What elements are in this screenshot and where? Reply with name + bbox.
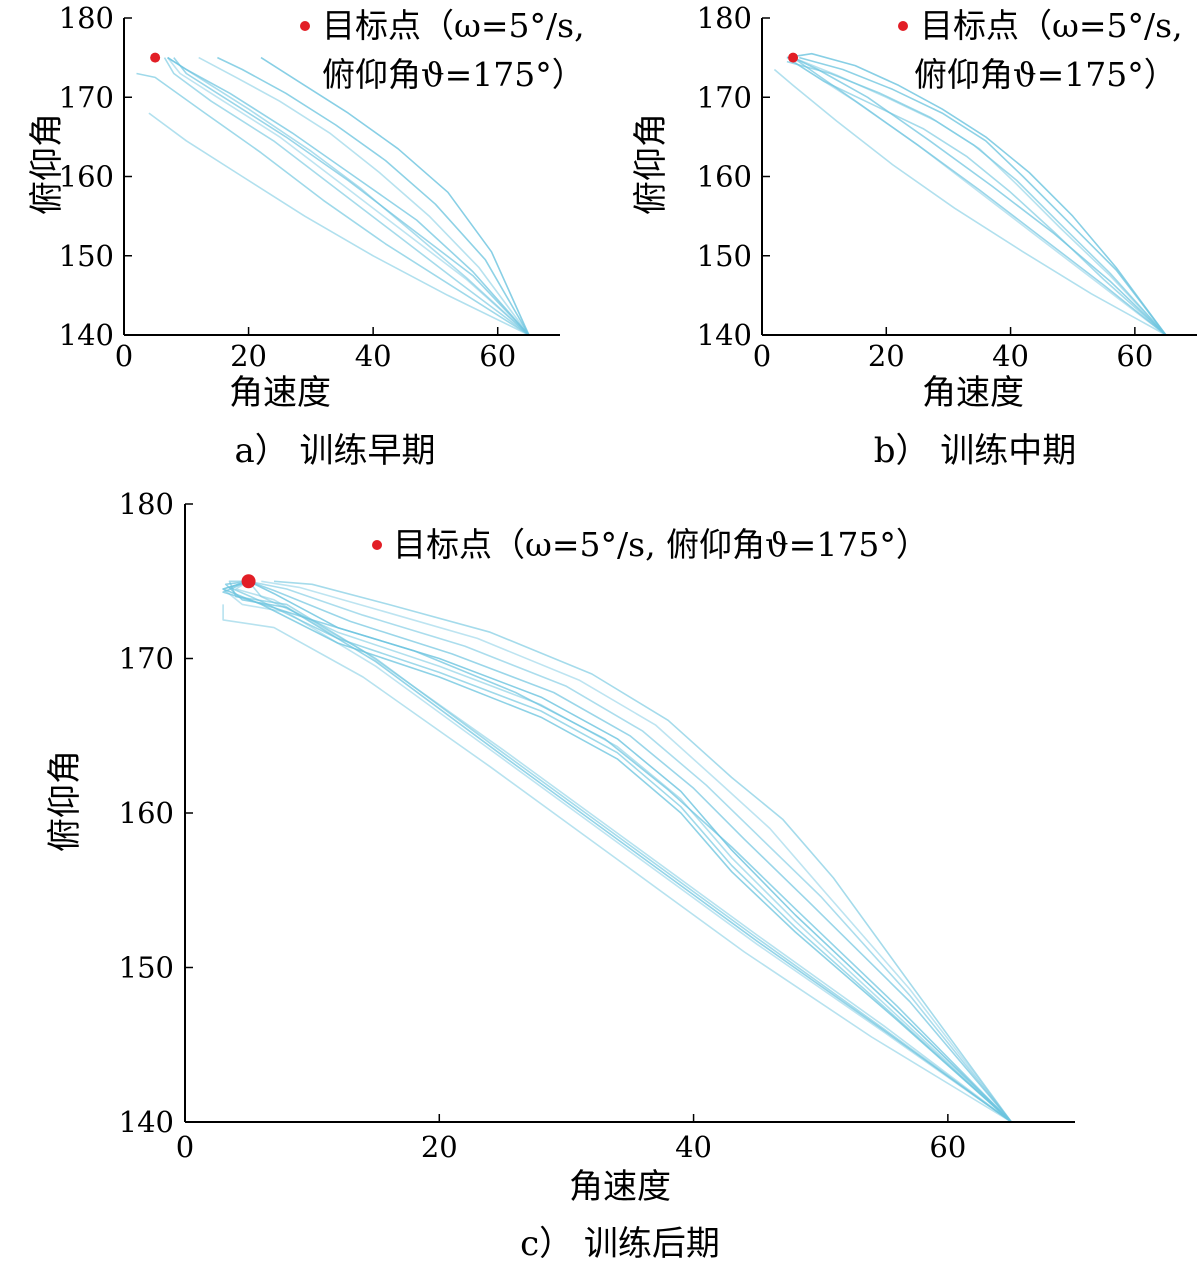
y-tick-label: 180 [697, 1, 752, 35]
target-point-marker [788, 52, 799, 63]
panel-caption: c） 训练后期 [520, 1224, 720, 1262]
x-tick-label: 40 [992, 339, 1029, 373]
trajectory-line [799, 56, 1167, 336]
x-tick-label: 20 [421, 1130, 458, 1164]
panel-caption: b） 训练中期 [874, 431, 1077, 471]
y-axis-title: 俯仰角 [45, 750, 85, 852]
trajectory-line [248, 580, 1013, 1123]
y-tick-label: 140 [59, 318, 114, 352]
trajectory-line [235, 580, 1012, 1123]
legend-marker [898, 21, 908, 31]
x-axis-title: 角速度 [922, 373, 1024, 413]
x-tick-label: 20 [230, 339, 267, 373]
trajectory-line [792, 60, 1167, 336]
x-tick-label: 60 [1116, 339, 1153, 373]
x-axis-title: 角速度 [569, 1167, 671, 1207]
y-tick-label: 160 [119, 796, 174, 830]
y-axis-title: 俯仰角 [27, 113, 67, 215]
trajectory-line [167, 56, 530, 336]
trajectory-line [148, 112, 530, 336]
x-tick-label: 20 [868, 339, 905, 373]
target-point-marker [241, 574, 256, 589]
trajectory-line [173, 57, 530, 336]
trajectory-line [222, 604, 1012, 1123]
legend-marker [372, 540, 382, 550]
y-tick-label: 140 [119, 1105, 174, 1139]
trajectory-line [228, 580, 1012, 1123]
x-tick-label: 0 [753, 339, 771, 373]
trajectory-line [248, 580, 1013, 1123]
trajectory-line [217, 56, 530, 336]
trajectory-line [166, 57, 530, 336]
trajectory-line [786, 60, 1167, 336]
y-axis-title: 俯仰角 [631, 113, 671, 215]
trajectory-line [773, 68, 1167, 336]
y-tick-label: 140 [697, 318, 752, 352]
trajectory-series-c [222, 580, 1013, 1123]
y-tick-label: 160 [697, 160, 752, 194]
trajectory-line [786, 56, 1167, 336]
legend-label-line-2: 俯仰角ϑ=175°） [322, 55, 585, 94]
x-tick-label: 40 [355, 339, 392, 373]
y-tick-label: 150 [59, 239, 114, 273]
trajectory-series-a [136, 56, 530, 336]
legend-label: 目标点（ω=5°/s, 俯仰角ϑ=175°） [393, 525, 929, 564]
legend-label-line-2: 俯仰角ϑ=175°） [914, 55, 1177, 94]
trajectory-line [792, 56, 1167, 336]
trajectory-line [273, 580, 1013, 1123]
y-tick-label: 150 [119, 951, 174, 985]
y-tick-label: 170 [697, 80, 752, 114]
panel-caption: a） 训练早期 [234, 431, 435, 471]
trajectory-line [222, 580, 1012, 1123]
trajectory-line [163, 57, 530, 336]
trajectory-line [786, 52, 1167, 336]
x-tick-label: 60 [479, 339, 516, 373]
trajectory-line [228, 580, 1012, 1123]
trajectory-series-b [773, 52, 1167, 336]
y-tick-label: 160 [59, 160, 114, 194]
legend-marker [300, 21, 310, 31]
trajectory-line [198, 56, 530, 336]
y-tick-label: 170 [119, 642, 174, 676]
trajectory-line [261, 580, 1013, 1123]
trajectory-line [792, 56, 1167, 336]
x-tick-label: 0 [176, 1130, 194, 1164]
trajectory-line [792, 56, 1167, 336]
trajectory-line [224, 580, 1012, 1123]
y-tick-label: 150 [697, 239, 752, 273]
x-tick-label: 40 [675, 1130, 712, 1164]
trajectory-line [167, 56, 530, 336]
trajectory-line [247, 580, 1012, 1123]
y-tick-label: 180 [119, 487, 174, 521]
trajectory-line [222, 580, 1012, 1123]
x-tick-label: 0 [115, 339, 133, 373]
trajectory-line [260, 56, 530, 336]
trajectory-line [248, 580, 1012, 1123]
trajectory-line [136, 72, 530, 336]
x-tick-label: 60 [929, 1130, 966, 1164]
y-tick-label: 170 [59, 80, 114, 114]
x-axis-title: 角速度 [229, 373, 331, 413]
legend-label-line-1: 目标点（ω=5°/s, [920, 6, 1183, 45]
trajectory-line [222, 580, 1012, 1123]
y-tick-label: 180 [59, 1, 114, 35]
target-point-marker [150, 52, 161, 63]
legend-label-line-1: 目标点（ω=5°/s, [322, 6, 585, 45]
